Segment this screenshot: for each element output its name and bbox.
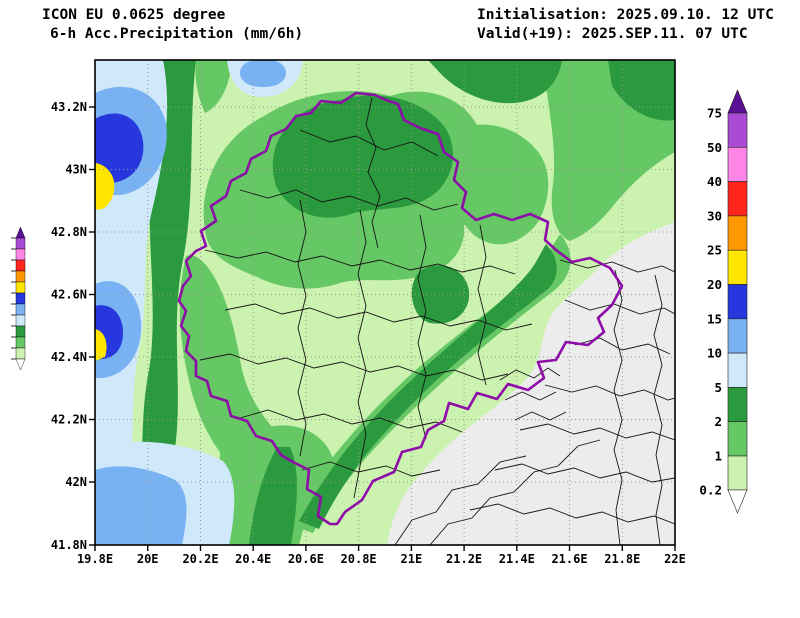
lat-tick-label: 42.4N	[51, 350, 87, 364]
colorbar-bottom-arrow	[727, 489, 748, 514]
country-border	[177, 91, 624, 526]
lat-tick-label: 42N	[65, 475, 87, 489]
precip-yellow-blobs	[95, 163, 115, 361]
colorbar-top-arrow	[727, 89, 748, 114]
lon-tick-label: 21.8E	[604, 552, 640, 566]
model-title: ICON EU 0.0625 degree	[42, 7, 226, 23]
lon-tick-label: 19.8E	[77, 552, 113, 566]
colorbar-label: 2	[714, 414, 722, 429]
plot-frame	[94, 59, 676, 546]
lat-tick-label: 43N	[65, 163, 87, 177]
colorbar-label: 40	[707, 174, 722, 189]
mini-colorbar-ticks	[11, 237, 16, 360]
colorbar-label: 50	[707, 140, 722, 155]
mini-colorbar	[11, 226, 26, 371]
lon-tick-label: 20.6E	[288, 552, 324, 566]
lon-tick-label: 21E	[401, 552, 423, 566]
lat-tick-label: 42.2N	[51, 413, 87, 427]
colorbar: 75 50 40 30 25 20 15 10 5 2 1 0.2	[699, 89, 748, 514]
colorbar-label: 1	[714, 449, 722, 464]
colorbar-label: 5	[714, 380, 722, 395]
init-time-label: Initialisation: 2025.09.10. 12 UTC	[477, 7, 774, 23]
product-title: 6-h Acc.Precipitation (mm/6h)	[50, 26, 303, 42]
lon-tick-label: 20.4E	[235, 552, 271, 566]
lat-tick-label: 41.8N	[51, 538, 87, 552]
district-boundaries	[199, 97, 675, 545]
precip-navy-blobs	[95, 113, 144, 360]
colorbar-label: 0.2	[699, 483, 722, 498]
lon-tick-label: 20.2E	[182, 552, 218, 566]
header: ICON EU 0.0625 degree 6-h Acc.Precipitat…	[42, 7, 774, 42]
colorbar-label: 75	[707, 106, 722, 121]
lon-tick-label: 21.4E	[499, 552, 535, 566]
colorbar-label: 15	[707, 311, 722, 326]
lat-tick-label: 42.6N	[51, 288, 87, 302]
colorbar-label: 30	[707, 208, 722, 223]
precip-darkgreen-blobs	[136, 60, 675, 545]
lon-tick-label: 22E	[664, 552, 686, 566]
colorbar-label: 25	[707, 243, 722, 258]
valid-time-label: Valid(+19): 2025.SEP.11. 07 UTC	[477, 26, 748, 42]
lon-tick-label: 20.8E	[341, 552, 377, 566]
lon-axis: 19.8E 20E 20.2E 20.4E 20.6E 20.8E 21E 21…	[77, 545, 686, 566]
lon-tick-label: 20E	[137, 552, 159, 566]
lat-tick-label: 42.8N	[51, 225, 87, 239]
lat-axis: 43.2N 43N 42.8N 42.6N 42.4N 42.2N 42N 41…	[51, 100, 95, 552]
colorbar-label: 10	[707, 346, 722, 361]
colorbar-label: 20	[707, 277, 722, 292]
lat-tick-label: 43.2N	[51, 100, 87, 114]
lon-tick-label: 21.2E	[446, 552, 482, 566]
lon-tick-label: 21.6E	[551, 552, 587, 566]
precip-field	[95, 60, 675, 545]
